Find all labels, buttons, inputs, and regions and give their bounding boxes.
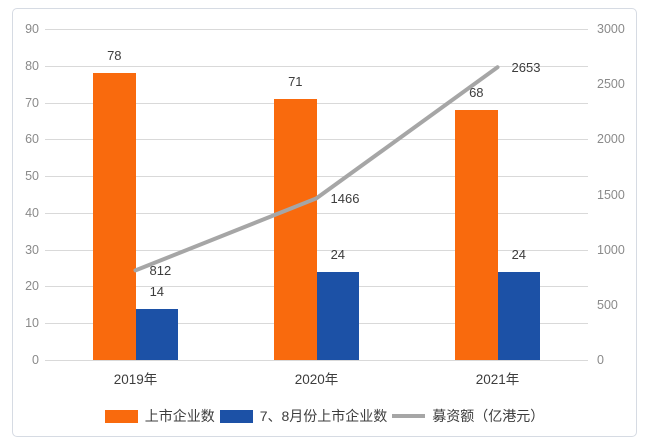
bars-layer xyxy=(13,9,636,436)
bar-listed-companies xyxy=(455,109,498,360)
legend-item-fundraising: 募资额（亿港元） xyxy=(392,407,544,425)
fundraising-line-layer xyxy=(133,65,500,273)
y-axis-left-tick: 80 xyxy=(25,58,39,73)
gridline xyxy=(45,249,588,251)
bar-value-label: 68 xyxy=(469,84,484,100)
legend-swatch-listed-companies xyxy=(104,409,138,423)
y-axis-right-tick: 1000 xyxy=(597,242,625,257)
legend-swatch-july-august-listed xyxy=(219,409,253,423)
legend-line-swatch-fundraising xyxy=(392,414,426,418)
y-axis-left-tick: 60 xyxy=(25,132,39,147)
legend-item-july-august-listed: 7、8月份上市企业数 xyxy=(219,407,388,425)
chart-card: 0 10 20 30 40 50 60 70 80 90 0 500 1000 1500 2000 2500 3… xyxy=(12,8,637,437)
gridline xyxy=(45,65,588,67)
y-axis-left-tick: 0 xyxy=(32,353,39,367)
gridline xyxy=(45,139,588,141)
y-axis-right-tick: 1500 xyxy=(597,187,625,202)
legend-label-listed-companies: 上市企业数 xyxy=(144,408,215,424)
gridline xyxy=(45,29,588,30)
x-axis-category-label: 2019年 xyxy=(113,372,158,387)
gridline xyxy=(45,102,588,104)
x-axis-category-label: 2021年 xyxy=(475,372,520,387)
y-axis-right-tick: 2000 xyxy=(597,132,625,147)
bar-value-label: 24 xyxy=(330,246,346,262)
y-axis-right-tick: 3000 xyxy=(597,22,625,36)
fundraising-line xyxy=(133,65,500,273)
bar-july-august-listed xyxy=(135,308,178,360)
y-axis-left-tick: 20 xyxy=(25,279,39,294)
bar-value-label: 71 xyxy=(288,73,303,89)
gridline xyxy=(45,176,588,178)
legend-item-listed-companies: 上市企业数 xyxy=(104,407,215,425)
y-axis-right-tick: 0 xyxy=(597,353,604,367)
y-axis-left-tick: 40 xyxy=(25,205,39,220)
bar-july-august-listed xyxy=(497,271,540,360)
legend-label-fundraising: 募资额（亿港元） xyxy=(432,408,545,424)
data-labels-layer: 78 71 68 14 24 24 812 1466 2653 xyxy=(13,9,636,436)
y-axis-right-tick: 500 xyxy=(597,297,618,312)
bar-value-label: 14 xyxy=(149,283,165,299)
bar-listed-companies xyxy=(93,73,136,360)
y-axis-left-tick: 30 xyxy=(25,242,39,257)
y-axis-left-tick: 70 xyxy=(25,95,39,110)
y-axis-left-tick: 10 xyxy=(25,316,39,331)
line-point-label: 2653 xyxy=(511,60,541,76)
y-axis-left-tick: 90 xyxy=(25,22,39,36)
gridline xyxy=(45,360,588,361)
bar-value-label: 24 xyxy=(511,246,527,262)
bar-july-august-listed xyxy=(316,271,359,360)
bar-value-label: 78 xyxy=(107,48,122,64)
line-point-label: 812 xyxy=(149,263,172,279)
x-axis-category-label: 2020年 xyxy=(294,372,339,387)
bar-listed-companies xyxy=(274,98,317,360)
line-point-label: 1466 xyxy=(330,191,360,207)
legend-label-july-august-listed: 7、8月份上市企业数 xyxy=(259,408,388,424)
gridline xyxy=(45,212,588,214)
y-axis-right-tick: 2500 xyxy=(597,77,625,92)
y-axis-left-tick: 50 xyxy=(25,169,39,184)
axis-labels-layer: 0 10 20 30 40 50 60 70 80 90 0 500 1000 1500 2000 2500 3… xyxy=(13,9,636,436)
chart-legend: 上市企业数 7、8月份上市企业数 募资额（亿港元） xyxy=(13,407,636,425)
